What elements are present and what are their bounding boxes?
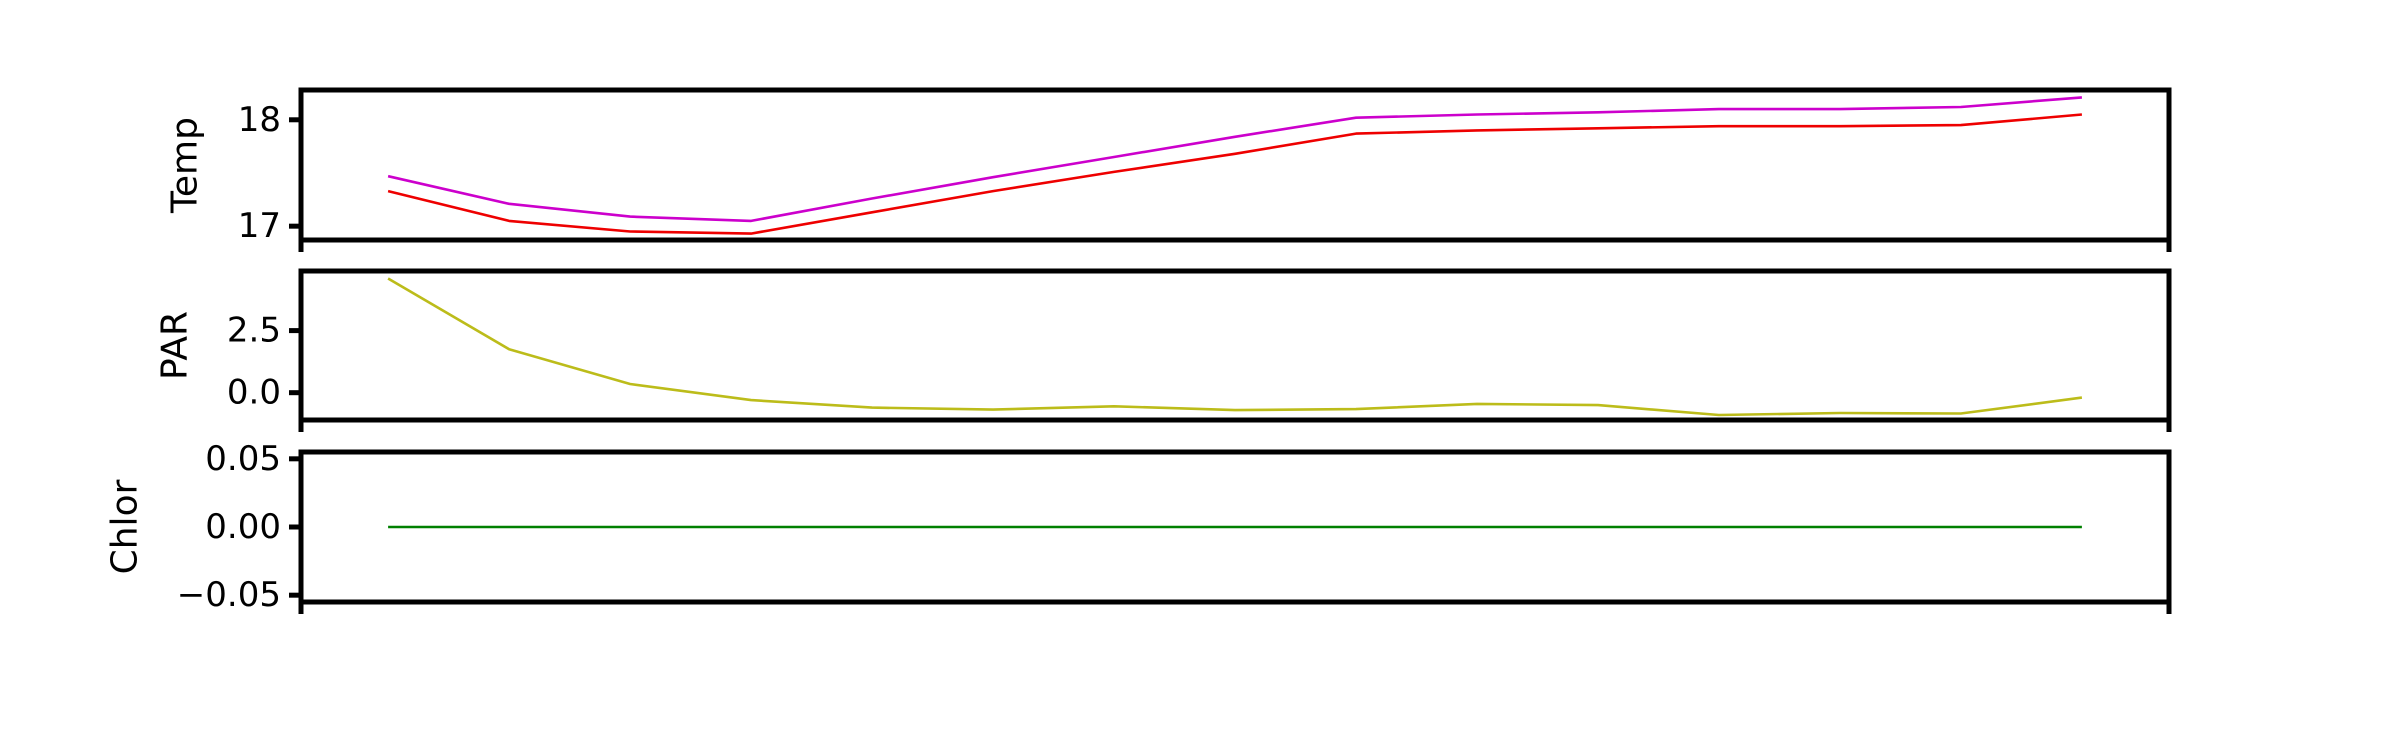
- axes-frame-par: [298, 268, 2172, 423]
- y-tick-label-temp-1: 17: [238, 206, 281, 246]
- panel-par: 0.0 2.5 PAR: [155, 268, 2172, 432]
- y-tick-label-chlor-3: 0.05: [205, 439, 281, 479]
- axes-frame-temp: [298, 87, 2172, 243]
- series-line-temp-1: [387, 96, 2083, 223]
- panels: 17 18 Temp 0.0 2.5 PAR −0.05 0.00 0.05 Chlor: [105, 87, 2172, 615]
- panel-temp: 17 18 Temp: [165, 87, 2172, 252]
- series-line-par-1: [387, 277, 2083, 417]
- y-axis-label-temp: Temp: [165, 117, 206, 214]
- y-tick-label-temp-2: 18: [238, 100, 281, 140]
- y-tick-label-chlor-1: −0.05: [177, 575, 281, 615]
- y-tick-label-par-2: 2.5: [227, 311, 281, 351]
- y-tick-label-chlor-2: 0.00: [205, 507, 281, 547]
- panel-chlor: −0.05 0.00 0.05 Chlor: [105, 439, 2172, 615]
- y-axis-label-chlor: Chlor: [105, 479, 146, 574]
- y-tick-label-par-1: 0.0: [227, 373, 281, 413]
- series-line-temp-2: [387, 113, 2083, 235]
- y-axis-label-par: PAR: [155, 311, 196, 380]
